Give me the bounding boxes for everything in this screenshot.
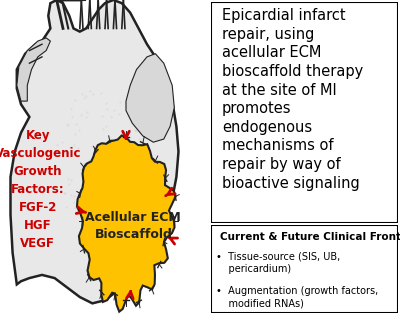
Text: •  Augmentation (growth factors,
    modified RNAs): • Augmentation (growth factors, modified… bbox=[216, 287, 379, 309]
Text: •  Tissue-source (SIS, UB,
    pericardium): • Tissue-source (SIS, UB, pericardium) bbox=[216, 251, 341, 274]
Text: Current & Future Clinical Frontiers: Current & Future Clinical Frontiers bbox=[220, 232, 400, 242]
FancyBboxPatch shape bbox=[211, 2, 398, 223]
Polygon shape bbox=[17, 38, 50, 101]
Text: Acellular ECM
Bioscaffold: Acellular ECM Bioscaffold bbox=[86, 211, 181, 241]
FancyBboxPatch shape bbox=[211, 225, 398, 313]
Text: Key
Vasculogenic
Growth
Factors:
FGF-2
HGF
VEGF: Key Vasculogenic Growth Factors: FGF-2 H… bbox=[0, 129, 81, 250]
Polygon shape bbox=[10, 0, 178, 303]
Text: Epicardial infarct
repair, using
acellular ECM
bioscaffold therapy
at the site o: Epicardial infarct repair, using acellul… bbox=[222, 8, 363, 191]
Polygon shape bbox=[77, 136, 176, 312]
Polygon shape bbox=[126, 54, 174, 142]
